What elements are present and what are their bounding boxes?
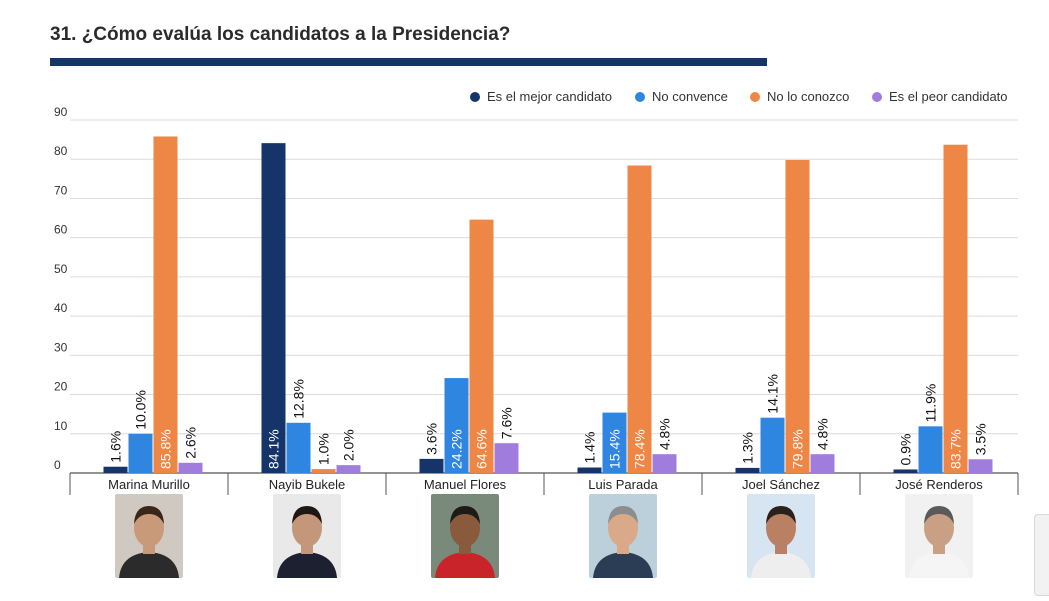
legend-label: No lo conozco [767,89,849,104]
bar [735,467,760,473]
category-label: Luis Parada [588,477,658,492]
category-label: Manuel Flores [424,477,507,492]
y-tick-label: 70 [54,183,68,197]
data-label: 11.9% [923,384,939,423]
legend-marker [872,92,882,102]
data-label: 1.3% [740,432,756,464]
data-label: 84.1% [266,429,282,469]
legend-marker [635,92,645,102]
y-tick-label: 30 [54,340,68,354]
data-label: 1.4% [582,432,598,464]
candidate-photo [905,494,973,578]
bar [602,412,627,473]
category-label: José Renderos [895,477,983,492]
bar [261,143,286,473]
y-tick-label: 20 [54,380,68,394]
category-label: Nayib Bukele [269,477,346,492]
bar [286,422,311,473]
legend-label: No convence [652,89,728,104]
candidate-photo [115,494,183,578]
data-label: 12.8% [291,379,307,419]
y-tick-label: 40 [54,301,68,315]
bar [918,426,943,473]
data-label: 3.5% [973,423,989,455]
data-label: 24.2% [449,429,465,469]
y-tick-label: 80 [54,144,68,158]
chart-title: 31. ¿Cómo evalúa los candidatos a la Pre… [50,24,511,45]
y-tick-label: 50 [54,262,68,276]
data-label: 1.6% [108,431,124,463]
legend-marker [470,92,480,102]
bar [469,219,494,473]
bar [311,469,336,473]
data-label: 78.4% [632,429,648,469]
candidate-photo [431,494,499,578]
data-label: 2.0% [341,429,357,461]
data-label: 64.6% [474,429,490,469]
bar [760,417,785,473]
legend-marker [750,92,760,102]
legend-label: Es el mejor candidato [487,89,612,104]
bar [968,459,993,473]
data-label: 10.0% [133,390,149,430]
data-label: 14.1% [765,374,781,414]
data-label: 85.8% [158,429,174,469]
bar [128,433,153,473]
data-label: 0.9% [898,434,914,466]
legend-label: Es el peor candidato [889,89,1008,104]
candidate-photo [589,494,657,578]
bar [419,458,444,473]
data-label: 83.7% [948,429,964,469]
bar [336,465,361,473]
data-label: 4.8% [815,418,831,450]
data-label: 4.8% [657,418,673,450]
data-label: 1.0% [316,433,332,465]
y-tick-label: 0 [54,458,61,472]
y-tick-label: 60 [54,223,68,237]
data-label: 7.6% [499,407,515,439]
bar [652,454,677,473]
data-label: 15.4% [607,429,623,469]
bar [444,378,469,473]
data-label: 3.6% [424,423,440,455]
bar [103,466,128,473]
candidate-photo [273,494,341,578]
bar-chart: 0 10 20 30 40 50 60 70 80 90 Es el mejor candidato… [54,89,1019,495]
data-label: 2.6% [183,427,199,459]
bar [577,467,602,473]
bar [943,144,968,473]
candidate-photo [747,494,815,578]
bar [494,443,519,473]
side-scroll-handle[interactable] [1034,514,1049,596]
title-underline [50,58,767,66]
y-tick-label: 90 [54,105,68,119]
bar [627,165,652,473]
bar [785,160,810,474]
y-tick-label: 10 [54,419,68,433]
category-label: Joel Sánchez [742,477,820,492]
data-label: 79.8% [790,429,806,469]
bar [178,462,203,473]
bar [810,454,835,473]
bar [153,136,178,473]
bar [893,469,918,473]
category-label: Marina Murillo [108,477,190,492]
